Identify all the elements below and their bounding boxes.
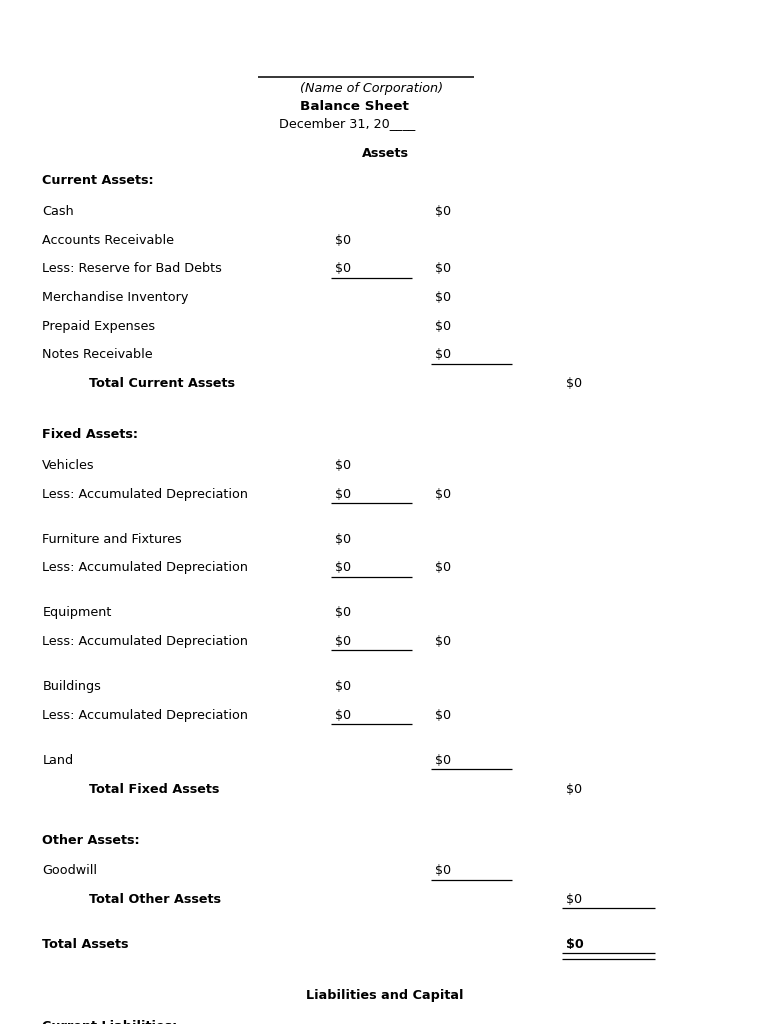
Text: $0: $0 (435, 864, 451, 878)
Text: $0: $0 (566, 782, 582, 796)
Text: Furniture and Fixtures: Furniture and Fixtures (42, 532, 182, 546)
Text: $0: $0 (335, 233, 351, 247)
Text: Equipment: Equipment (42, 606, 112, 620)
Text: $0: $0 (335, 262, 351, 275)
Text: $0: $0 (435, 487, 451, 501)
Text: Balance Sheet: Balance Sheet (300, 99, 409, 113)
Text: $0: $0 (435, 205, 451, 218)
Text: Prepaid Expenses: Prepaid Expenses (42, 319, 156, 333)
Text: Merchandise Inventory: Merchandise Inventory (42, 291, 189, 304)
Text: $0: $0 (435, 291, 451, 304)
Text: Accounts Receivable: Accounts Receivable (42, 233, 174, 247)
Text: Cash: Cash (42, 205, 74, 218)
Text: $0: $0 (335, 459, 351, 472)
Text: $0: $0 (566, 938, 584, 951)
Text: $0: $0 (566, 377, 582, 390)
Text: Buildings: Buildings (42, 680, 101, 693)
Text: $0: $0 (435, 635, 451, 648)
Text: $0: $0 (335, 709, 351, 722)
Text: $0: $0 (435, 561, 451, 574)
Text: $0: $0 (335, 561, 351, 574)
Text: $0: $0 (566, 893, 582, 906)
Text: Notes Receivable: Notes Receivable (42, 348, 153, 361)
Text: $0: $0 (335, 606, 351, 620)
Text: Total Fixed Assets: Total Fixed Assets (89, 782, 219, 796)
Text: Total Other Assets: Total Other Assets (89, 893, 220, 906)
Text: Assets: Assets (361, 146, 409, 160)
Text: Less: Reserve for Bad Debts: Less: Reserve for Bad Debts (42, 262, 223, 275)
Text: Current Liabilities:: Current Liabilities: (42, 1020, 178, 1024)
Text: Other Assets:: Other Assets: (42, 834, 140, 847)
Text: Fixed Assets:: Fixed Assets: (42, 428, 139, 441)
Text: $0: $0 (435, 262, 451, 275)
Text: Vehicles: Vehicles (42, 459, 95, 472)
Text: Less: Accumulated Depreciation: Less: Accumulated Depreciation (42, 487, 249, 501)
Text: Total Current Assets: Total Current Assets (89, 377, 235, 390)
Text: Total Assets: Total Assets (42, 938, 129, 951)
Text: $0: $0 (335, 635, 351, 648)
Text: Less: Accumulated Depreciation: Less: Accumulated Depreciation (42, 561, 249, 574)
Text: $0: $0 (435, 348, 451, 361)
Text: $0: $0 (435, 319, 451, 333)
Text: $0: $0 (335, 487, 351, 501)
Text: Less: Accumulated Depreciation: Less: Accumulated Depreciation (42, 709, 249, 722)
Text: Less: Accumulated Depreciation: Less: Accumulated Depreciation (42, 635, 249, 648)
Text: Liabilities and Capital: Liabilities and Capital (306, 989, 464, 1002)
Text: December 31, 20____: December 31, 20____ (279, 117, 415, 130)
Text: Goodwill: Goodwill (42, 864, 97, 878)
Text: $0: $0 (335, 680, 351, 693)
Text: $0: $0 (435, 754, 451, 767)
Text: $0: $0 (435, 709, 451, 722)
Text: (Name of Corporation): (Name of Corporation) (300, 82, 444, 95)
Text: $0: $0 (335, 532, 351, 546)
Text: Current Assets:: Current Assets: (42, 174, 154, 187)
Text: Land: Land (42, 754, 73, 767)
